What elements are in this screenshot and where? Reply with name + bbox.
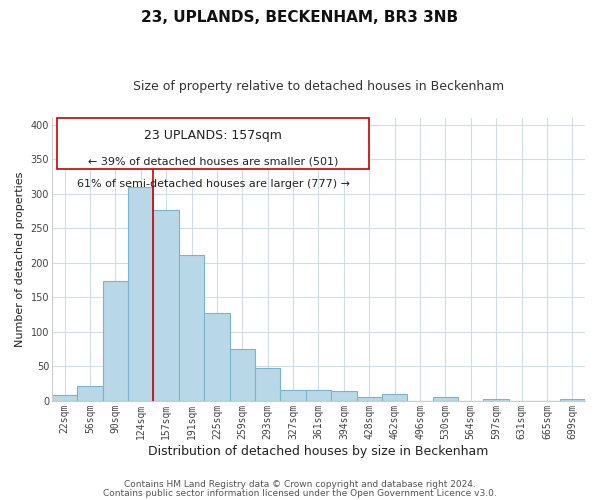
- Bar: [154, 210, 179, 401]
- FancyBboxPatch shape: [57, 118, 369, 168]
- Title: Size of property relative to detached houses in Beckenham: Size of property relative to detached ho…: [133, 80, 504, 93]
- Bar: [433, 398, 458, 401]
- Bar: [204, 313, 230, 401]
- Text: Contains HM Land Registry data © Crown copyright and database right 2024.: Contains HM Land Registry data © Crown c…: [124, 480, 476, 489]
- Bar: [77, 386, 103, 401]
- Bar: [128, 187, 154, 401]
- Bar: [103, 281, 128, 401]
- Bar: [280, 390, 306, 401]
- Bar: [230, 349, 255, 401]
- Bar: [255, 368, 280, 401]
- Bar: [560, 399, 585, 401]
- Bar: [179, 255, 204, 401]
- Text: 61% of semi-detached houses are larger (777) →: 61% of semi-detached houses are larger (…: [77, 178, 350, 188]
- X-axis label: Distribution of detached houses by size in Beckenham: Distribution of detached houses by size …: [148, 444, 488, 458]
- Text: 23 UPLANDS: 157sqm: 23 UPLANDS: 157sqm: [144, 129, 282, 142]
- Text: 23, UPLANDS, BECKENHAM, BR3 3NB: 23, UPLANDS, BECKENHAM, BR3 3NB: [142, 10, 458, 25]
- Bar: [484, 399, 509, 401]
- Y-axis label: Number of detached properties: Number of detached properties: [15, 172, 25, 347]
- Bar: [331, 390, 356, 401]
- Bar: [306, 390, 331, 401]
- Text: ← 39% of detached houses are smaller (501): ← 39% of detached houses are smaller (50…: [88, 156, 338, 166]
- Bar: [52, 396, 77, 401]
- Bar: [356, 398, 382, 401]
- Bar: [382, 394, 407, 401]
- Text: Contains public sector information licensed under the Open Government Licence v3: Contains public sector information licen…: [103, 489, 497, 498]
